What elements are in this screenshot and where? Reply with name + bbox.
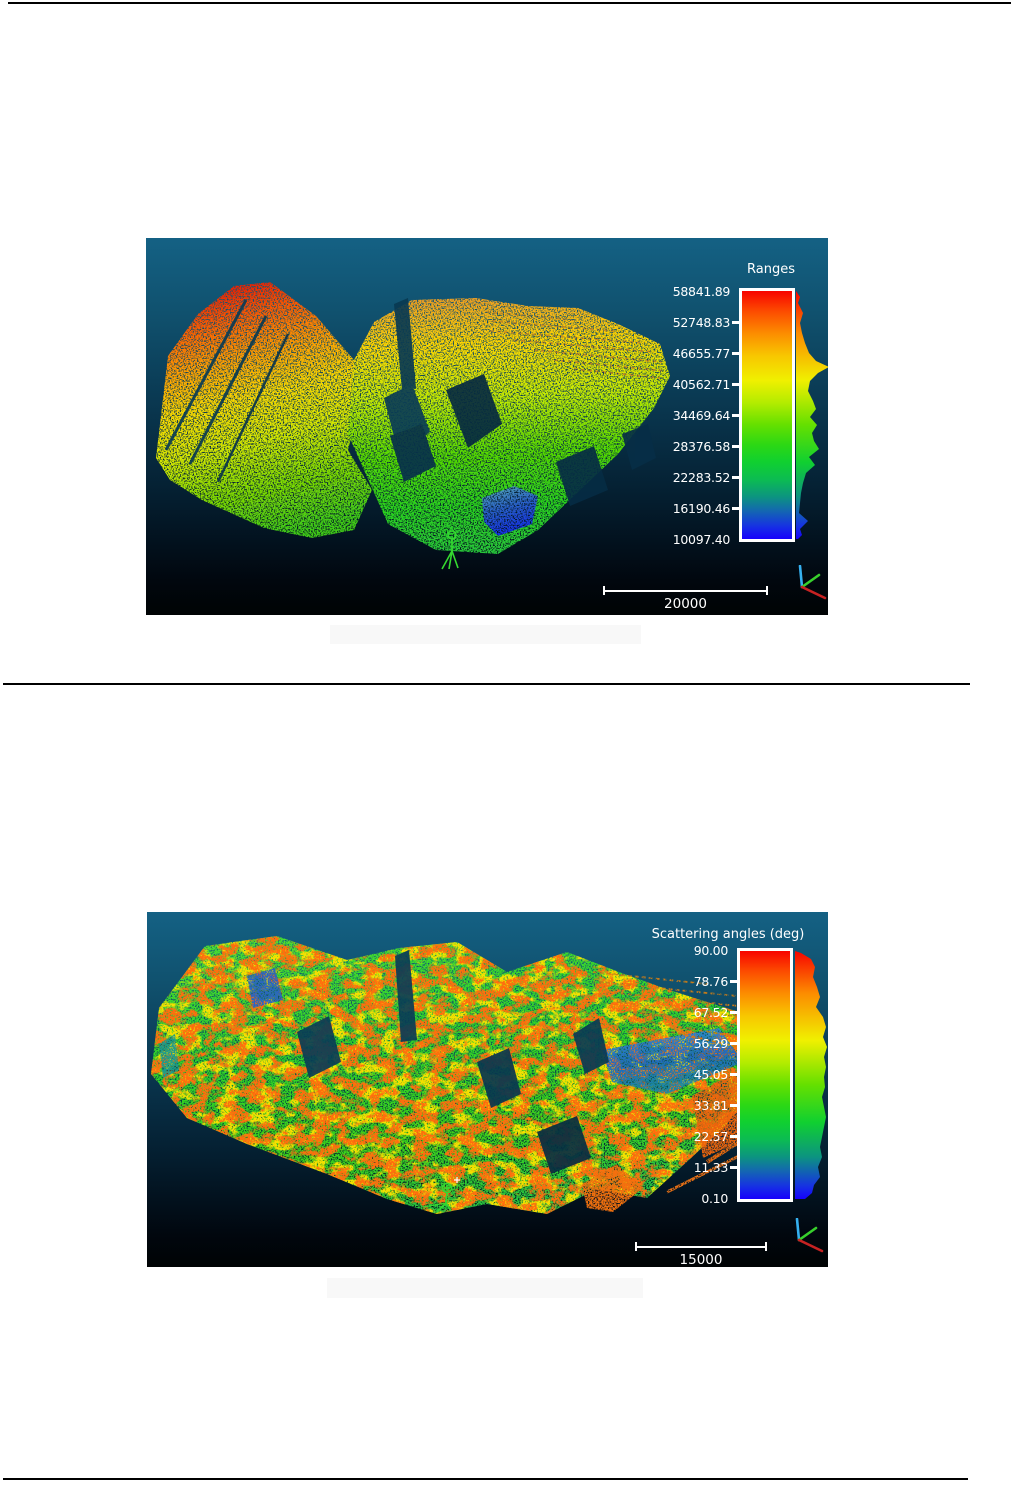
axis-triad-icon [798, 565, 827, 600]
scale-bar-line [603, 586, 768, 595]
tick-label: 46655.77 [672, 346, 731, 361]
tick-row: 22.57 [649, 1129, 737, 1144]
scale-bar-ranges: 20000 [603, 586, 768, 612]
tick-label: 22.57 [693, 1129, 729, 1144]
tick-row: 11.33 [649, 1160, 737, 1175]
tick-row: 16190.46 [651, 501, 739, 516]
tick-label: 67.52 [693, 1005, 729, 1020]
tick-row: 46655.77 [651, 346, 739, 361]
tick-mark [730, 1166, 737, 1169]
tick-mark [732, 414, 739, 417]
tick-label: 56.29 [693, 1036, 729, 1051]
figure-caption-placeholder [330, 625, 641, 644]
tick-label: 52748.83 [672, 315, 731, 330]
tick-label: 11.33 [693, 1160, 729, 1175]
tick-row: 45.05 [649, 1067, 737, 1082]
tick-row: 78.76 [649, 974, 737, 989]
tick-label: 78.76 [693, 974, 729, 989]
colorbar-gradient [740, 951, 790, 1199]
tick-mark [730, 1135, 737, 1138]
tick-row: 28376.58 [651, 439, 739, 454]
tick-mark [732, 321, 739, 324]
tick-row: 34469.64 [651, 408, 739, 423]
tick-mark [732, 476, 739, 479]
tick-mark [732, 383, 739, 386]
tick-label: 58841.89 [672, 284, 731, 299]
page-top-rule [8, 2, 1011, 4]
legend-title-scattering: Scattering angles (deg) [651, 927, 805, 942]
tick-row: 52748.83 [651, 315, 739, 330]
scale-bar-label: 20000 [664, 596, 707, 612]
tick-mark [730, 1042, 737, 1045]
legend-title-ranges: Ranges [747, 262, 795, 277]
figure-caption-placeholder [327, 1278, 643, 1298]
scale-bar-line [635, 1242, 767, 1251]
tick-mark [732, 507, 739, 510]
tick-label: 34469.64 [672, 408, 731, 423]
tick-label: 45.05 [693, 1067, 729, 1082]
legend-tick-labels-scattering: 90.00 78.76 67.52 56.29 45.05 33.81 22.5… [649, 943, 737, 1206]
scanner-tripod-marker [441, 530, 459, 570]
tick-mark [732, 445, 739, 448]
tick-label: 16190.46 [672, 501, 731, 516]
colorbar-gradient [742, 291, 792, 539]
tick-label: 22283.52 [672, 470, 731, 485]
pointcloud-viewer-ranges[interactable]: Ranges 58841.89 52748.83 46655.77 40562.… [146, 238, 828, 615]
colorbar-scattering[interactable] [737, 948, 793, 1202]
tick-label: 28376.58 [672, 439, 731, 454]
axis-triad-icon [795, 1218, 824, 1253]
tick-label: 90.00 [693, 943, 729, 958]
legend-tick-labels-ranges: 58841.89 52748.83 46655.77 40562.71 3446… [651, 284, 739, 547]
page-bottom-rule [3, 1478, 968, 1480]
tick-row: 56.29 [649, 1036, 737, 1051]
tick-mark [730, 980, 737, 983]
scale-bar-scattering: 15000 [635, 1242, 767, 1267]
tick-row: 22283.52 [651, 470, 739, 485]
tick-label: 0.10 [701, 1191, 728, 1206]
tick-row: 40562.71 [651, 377, 739, 392]
tick-label: 33.81 [693, 1098, 729, 1113]
tick-mark [730, 1104, 737, 1107]
section-rule [3, 683, 970, 685]
tick-row: 33.81 [649, 1098, 737, 1113]
pointcloud-viewer-scattering[interactable]: Scattering angles (deg) 90.00 78.76 67.5… [147, 912, 828, 1267]
picked-point-marker [454, 1177, 460, 1183]
scale-bar-label: 15000 [679, 1252, 723, 1267]
tick-row: 58841.89 [651, 284, 739, 299]
tick-row: 10097.40 [651, 532, 739, 547]
pointcloud-ranges-render [156, 282, 670, 570]
tick-row: 67.52 [649, 1005, 737, 1020]
tick-label: 10097.40 [672, 532, 731, 547]
histogram-scattering [795, 951, 827, 1199]
tick-label: 40562.71 [672, 377, 731, 392]
tick-mark [730, 1073, 737, 1076]
histogram-ranges [796, 291, 828, 539]
tick-mark [730, 1011, 737, 1014]
colorbar-ranges[interactable] [739, 288, 795, 542]
scanner-tripod-marker [423, 1182, 453, 1213]
tick-row: 90.00 [649, 943, 737, 958]
tick-row: 0.10 [649, 1191, 737, 1206]
tick-mark [732, 352, 739, 355]
